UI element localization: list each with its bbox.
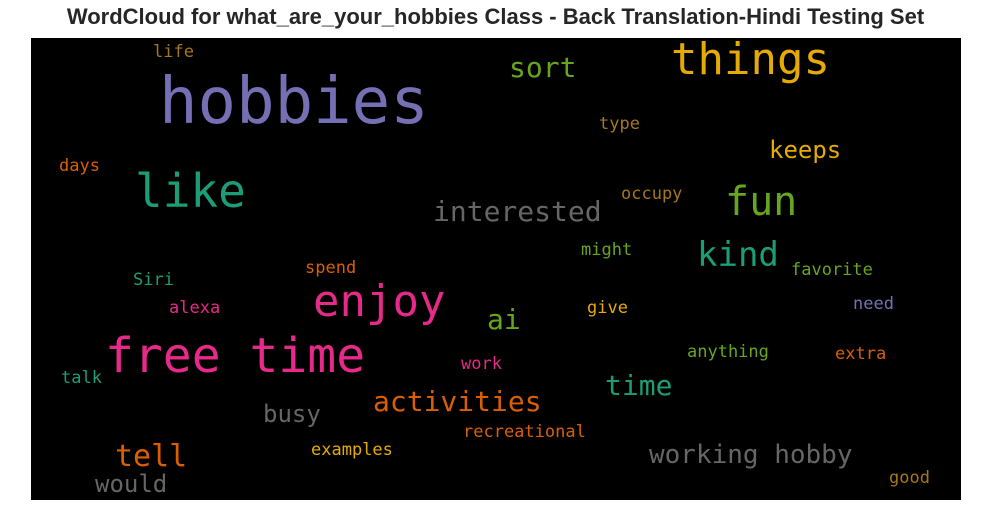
word-favorite: favorite [791,260,873,280]
word-busy: busy [263,400,321,428]
word-keeps: keeps [769,136,842,164]
word-ai: ai [487,303,521,336]
word-might: might [581,240,633,260]
word-hobbies: hobbies [159,65,429,139]
word-recreational: recreational [463,422,586,442]
word-life: life [153,42,194,62]
word-things: things [671,38,830,85]
word-enjoy: enjoy [313,276,446,327]
word-occupy: occupy [621,184,683,204]
word-activities: activities [373,385,542,418]
word-examples: examples [311,440,393,460]
chart-title: WordCloud for what_are_your_hobbies Clas… [66,4,925,29]
word-tell: tell [115,439,188,474]
word-fun: fun [725,179,798,225]
word-alexa: alexa [169,298,221,318]
word-extra: extra [835,344,887,364]
word-working-hobby: working hobby [649,440,853,470]
word-anything: anything [687,342,769,362]
word-siri: Siri [133,270,174,290]
word-good: good [889,468,930,488]
word-cloud-canvas: hobbies things free time enjoy like fun … [31,38,961,500]
word-spend: spend [305,258,357,278]
word-type: type [599,114,640,134]
word-talk: talk [61,368,102,388]
word-interested: interested [433,195,602,228]
word-give: give [587,298,628,318]
word-time: time [605,369,673,402]
word-kind: kind [697,235,779,275]
word-free-time: free time [105,328,366,384]
word-like: like [135,164,246,218]
word-days: days [59,156,100,176]
word-would: would [95,470,168,498]
word-need: need [853,294,894,314]
word-sort: sort [509,51,577,84]
word-work: work [461,354,502,374]
